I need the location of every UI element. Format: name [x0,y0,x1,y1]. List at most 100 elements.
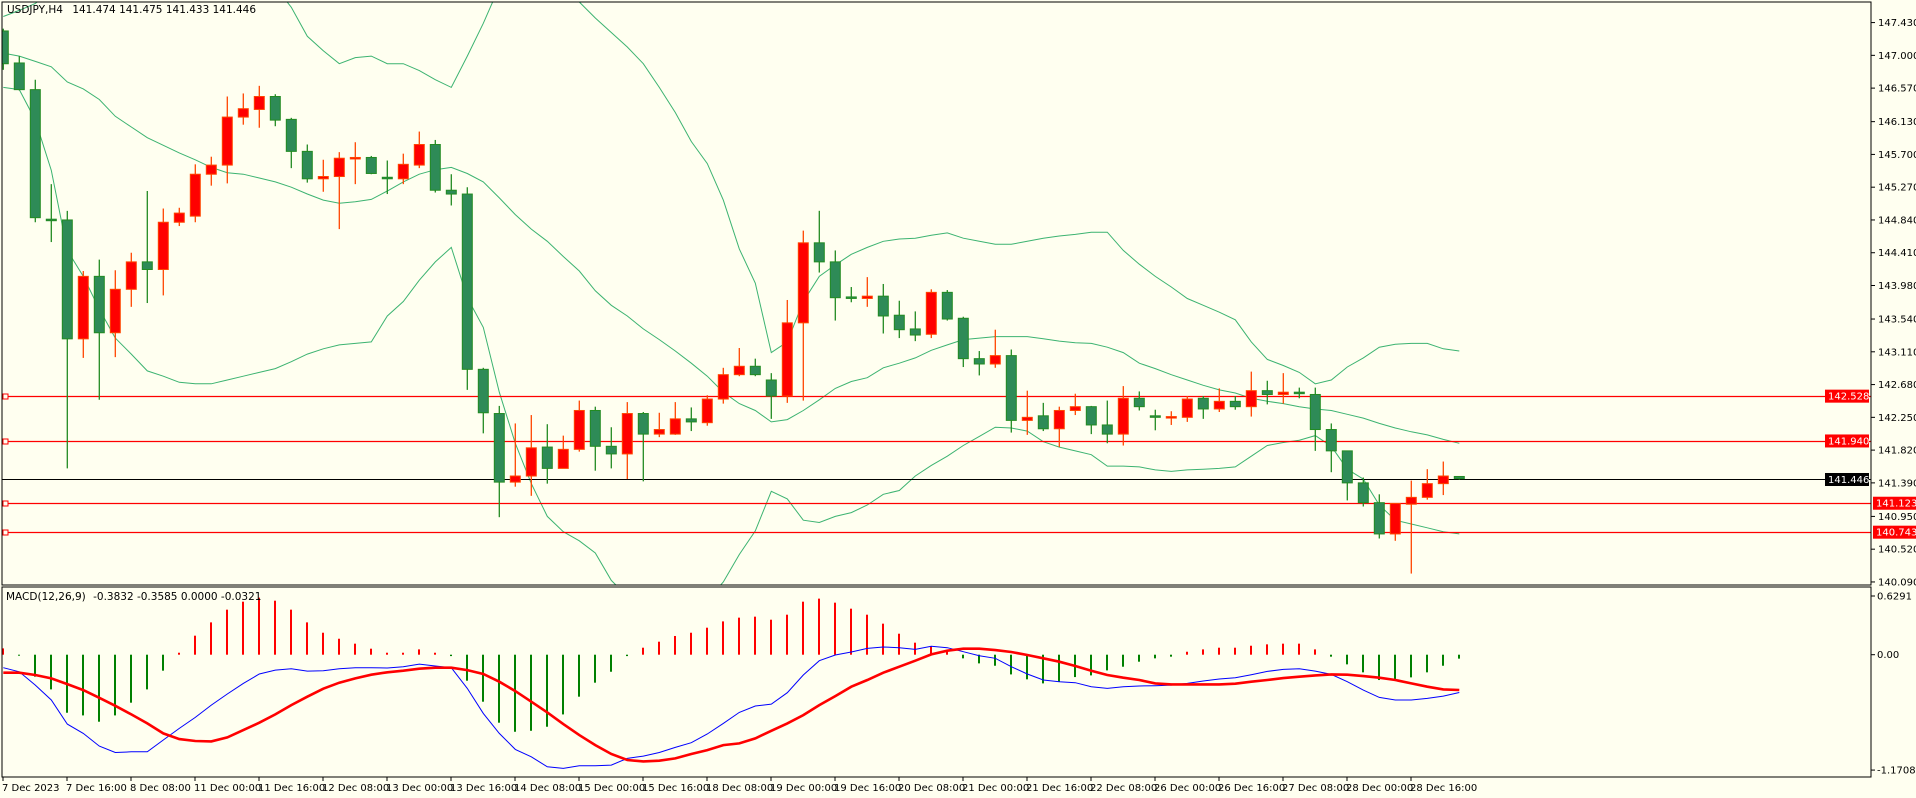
candle-bearish [1373,494,1385,539]
price-tick-label: 140.090 [1878,577,1916,588]
candle-body [957,317,969,360]
time-tick-label: 19 Dec 00:00 [770,783,837,794]
price-tick-label: 140.520 [1878,545,1916,556]
candle-bullish [1165,411,1177,425]
bollinger-bands [3,2,1460,585]
macd-histogram-bar [962,654,964,659]
candle-body [445,189,457,195]
candle-bearish [1197,396,1209,419]
macd-pane[interactable]: MACD(12,26,9) -0.3832 -0.3585 0.0000 -0.… [2,591,1460,769]
candle-bullish [1053,406,1065,448]
price-axis[interactable]: 147.430 147.000 146.570 146.130 145.700 145.2… [1825,18,1916,588]
candle-bullish [861,277,873,307]
macd-histogram-bar [754,616,756,655]
macd-histogram-bar [370,648,372,655]
macd-histogram-bar [706,627,708,655]
macd-histogram-bar [114,654,116,716]
candle-body [1021,416,1033,421]
candle-body [717,374,729,400]
candle-body [525,447,537,477]
candle-bearish [1133,391,1145,411]
macd-histogram-bar [98,654,100,722]
time-tick-label: 7 Dec 16:00 [66,783,127,794]
macd-histogram-bar [610,654,612,672]
macd-histogram-bar [450,654,452,657]
macd-histogram-bar [834,602,836,655]
candle-body [541,446,553,469]
candle-body [1389,502,1401,535]
macd-histogram-bar [882,623,884,655]
macd-histogram-bar [322,632,324,655]
price-pane[interactable]: USDJPY,H4 141.474 141.475 141.433 141.44… [0,0,1871,612]
time-tick-label: 7 Dec 2023 [2,783,60,794]
candle-bullish [1277,373,1289,404]
time-axis[interactable]: 7 Dec 2023 7 Dec 16:00 8 Dec 08:00 11 Dec 0… [2,777,1477,794]
macd-histogram-bar [1330,654,1332,657]
current-price-tag [1825,473,1869,486]
candle-body [477,368,489,414]
time-tick-label: 13 Dec 16:00 [450,783,517,794]
macd-histogram-bar [402,652,404,655]
candle-bullish [1389,502,1401,541]
time-tick-label: 11 Dec 16:00 [258,783,325,794]
horizontal-levels[interactable] [2,393,1871,536]
macd-histogram-bar [1266,644,1268,655]
candle-body [1197,397,1209,410]
candle-body [141,261,153,270]
macd-histogram-bar [1298,643,1300,655]
candle-bearish [957,316,969,368]
candle-bearish [765,373,777,419]
macd-histogram-bar [1202,649,1204,655]
level-line-handle[interactable] [2,529,9,536]
candle-bearish [381,160,393,195]
macd-histogram-bar [1394,654,1396,680]
candle-body [365,156,377,174]
level-line-handle[interactable] [2,438,9,445]
macd-histogram-bar [290,609,292,655]
macd-histogram-bar [18,654,20,656]
candle-bearish [1229,396,1241,410]
macd-histogram-bar [258,597,260,655]
bollinger-middle-line [3,52,1460,444]
candle-body [1149,415,1161,418]
price-pane-border [1,1,1872,586]
macd-signal-line [3,647,1460,763]
macd-tick-label: -1.1708 [1877,766,1916,777]
candle-bullish [397,153,409,185]
macd-histogram-bar [2,648,4,655]
candle-body [1437,475,1449,485]
macd-histogram-bar [1362,654,1364,673]
candle-body [669,418,681,435]
candle-body [253,95,265,110]
macd-tick-label: 0.6291 [1877,592,1912,603]
candle-bearish [637,412,649,482]
candle-body [1341,450,1353,484]
level-line-handle[interactable] [2,393,9,400]
macd-histogram-bar [82,654,84,716]
candle-bullish [717,367,729,404]
candle-body [1101,424,1113,435]
candle-body [909,328,921,336]
macd-histogram-bar [818,598,820,655]
candle-body [333,157,345,178]
macd-plot [2,597,1460,769]
macd-histogram-bar [850,608,852,655]
level-line-handle[interactable] [2,500,9,507]
candle-bearish [589,406,601,471]
macd-histogram-bar [1010,654,1012,675]
time-tick-label: 14 Dec 08:00 [514,783,581,794]
candle-bearish [829,250,841,321]
macd-histogram-bar [1170,654,1172,657]
candle-bearish [1293,387,1305,399]
candle-body [605,445,617,455]
price-tick-label: 144.840 [1878,215,1916,226]
candle-bullish [621,402,633,480]
price-tick-label: 145.270 [1878,183,1916,194]
candle-body [557,448,569,469]
macd-histogram-bar [306,622,308,655]
macd-main-line [3,645,1460,769]
time-tick-label: 8 Dec 08:00 [130,783,191,794]
macd-histogram-bar [642,647,644,655]
candle-bearish [93,259,105,400]
